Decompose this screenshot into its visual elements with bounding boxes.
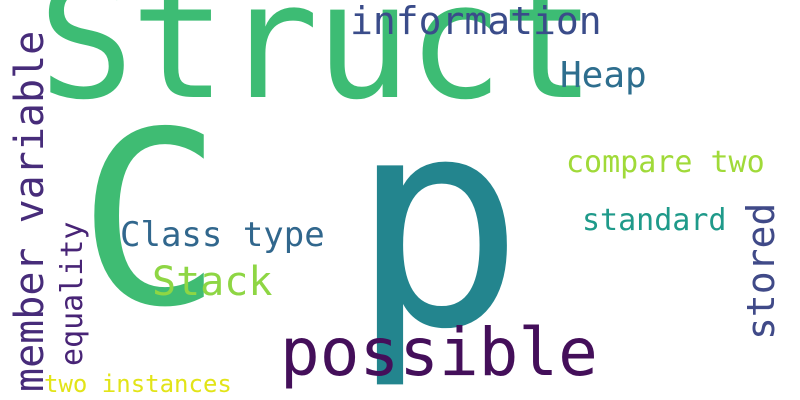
word-class-type: Class type	[120, 215, 325, 255]
word-two-instances: two instances	[44, 370, 232, 398]
word-information: information	[350, 0, 602, 43]
word-standard: standard	[582, 203, 727, 238]
word-heap: Heap	[560, 55, 647, 96]
word-struct: Struct	[38, 0, 596, 135]
word-stack: Stack	[152, 259, 273, 305]
word-member-variable: member variable	[7, 30, 53, 392]
word-possible: possible	[280, 314, 598, 391]
word-compare-two: compare two	[566, 145, 765, 180]
word-stored: stored	[739, 202, 783, 340]
word-p: p	[350, 56, 525, 393]
word-equality: equality	[55, 221, 90, 367]
word-c: C	[78, 80, 223, 360]
